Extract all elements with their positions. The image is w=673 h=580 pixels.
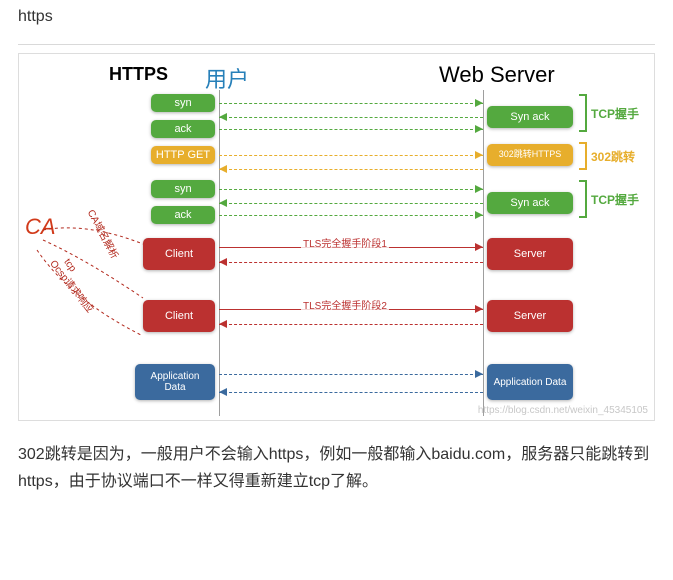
phase-bracket-2	[579, 180, 587, 218]
sequence-diagram: HTTPS用户Web ServersynackHTTP GETsynackCli…	[18, 53, 655, 421]
watermark: https://blog.csdn.net/weixin_45345105	[478, 405, 648, 416]
arrowhead-6	[219, 199, 227, 207]
arrowhead-0	[475, 99, 483, 107]
page-title: https	[18, 8, 655, 26]
ca-curves	[27, 226, 167, 366]
server-step-5: Application Data	[487, 364, 573, 400]
client-step-0: syn	[151, 94, 215, 112]
arrowhead-12	[475, 370, 483, 378]
arrow-11	[219, 324, 483, 325]
arrow-6	[219, 203, 483, 204]
arrow-7	[219, 215, 483, 216]
lifeline	[219, 90, 220, 416]
arrow-9	[219, 262, 483, 263]
client-step-1: ack	[151, 120, 215, 138]
client-step-7: Application Data	[135, 364, 215, 400]
arrowhead-13	[219, 388, 227, 396]
phase-bracket-1	[579, 142, 587, 170]
arrow-3	[219, 155, 483, 156]
divider	[18, 44, 655, 45]
arrowhead-9	[219, 258, 227, 266]
lifeline	[483, 90, 484, 416]
arrowhead-4	[219, 165, 227, 173]
header-https: HTTPS	[109, 64, 168, 85]
header-server: Web Server	[439, 62, 555, 88]
arrow-13	[219, 392, 483, 393]
phase-label-1: 302跳转	[591, 148, 635, 165]
arrow-12	[219, 374, 483, 375]
client-step-2: HTTP GET	[151, 146, 215, 164]
arrow-label-8: TLS完全握手阶段1	[301, 235, 389, 250]
client-step-4: ack	[151, 206, 215, 224]
arrow-5	[219, 189, 483, 190]
arrowhead-11	[219, 320, 227, 328]
phase-bracket-0	[579, 94, 587, 132]
server-step-4: Server	[487, 300, 573, 332]
header-user: 用户	[205, 62, 249, 94]
arrowhead-1	[219, 113, 227, 121]
client-step-3: syn	[151, 180, 215, 198]
phase-label-2: TCP握手	[591, 191, 639, 208]
arrowhead-2	[475, 125, 483, 133]
server-step-2: Syn ack	[487, 192, 573, 214]
arrow-0	[219, 103, 483, 104]
server-step-0: Syn ack	[487, 106, 573, 128]
arrowhead-3	[475, 151, 483, 159]
arrowhead-7	[475, 211, 483, 219]
explanation-text: 302跳转是因为，一般用户不会输入https，例如一般都输入baidu.com，…	[18, 441, 655, 495]
arrow-4	[219, 169, 483, 170]
arrowhead-10	[475, 305, 483, 313]
arrowhead-8	[475, 243, 483, 251]
arrow-1	[219, 117, 483, 118]
phase-label-0: TCP握手	[591, 105, 639, 122]
server-step-1: 302跳转HTTPS	[487, 144, 573, 166]
arrowhead-5	[475, 185, 483, 193]
server-step-3: Server	[487, 238, 573, 270]
arrow-2	[219, 129, 483, 130]
arrow-label-10: TLS完全握手阶段2	[301, 297, 389, 312]
